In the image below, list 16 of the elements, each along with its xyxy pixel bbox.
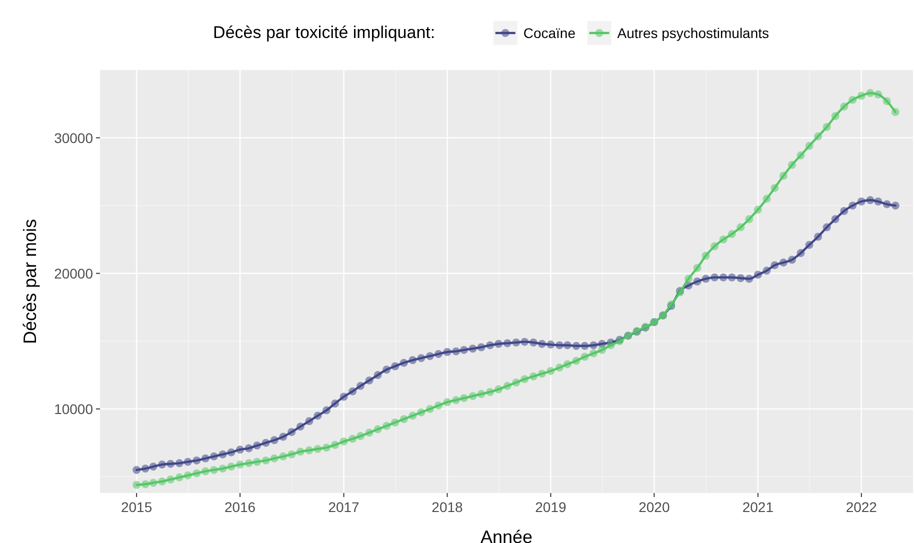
y-tick-label: 20000 — [54, 265, 94, 282]
x-tick-label: 2020 — [638, 499, 670, 515]
y-tick-label: 30000 — [54, 130, 94, 146]
legend-label: Autres psychostimulants — [617, 25, 770, 41]
x-tick-label: 2016 — [224, 499, 256, 515]
y-tick-label: 10000 — [54, 400, 94, 417]
legend-label: Cocaïne — [523, 25, 576, 41]
x-tick-label: 2021 — [742, 499, 774, 515]
x-tick-label: 2017 — [328, 499, 360, 515]
x-tick-label: 2019 — [535, 499, 566, 515]
x-tick-label: 2018 — [432, 499, 464, 515]
y-axis-title: Décès par mois — [20, 218, 40, 344]
x-tick-label: 2015 — [120, 499, 152, 515]
legend-title: Décès par toxicité impliquant: — [213, 23, 436, 42]
x-tick-label: 2022 — [846, 499, 878, 515]
x-axis-title: Année — [480, 527, 533, 543]
